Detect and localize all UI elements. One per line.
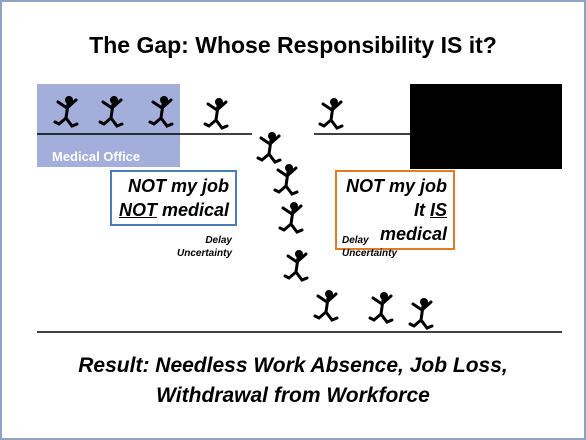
stick-figure	[370, 292, 392, 322]
left-notes: Delay Uncertainty	[152, 234, 232, 260]
stick-figure	[320, 98, 342, 128]
stick-figure	[285, 250, 307, 280]
underlined: NOT	[119, 200, 157, 220]
note: Uncertainty	[152, 247, 232, 260]
note: Delay	[152, 234, 232, 247]
text: It	[414, 200, 430, 220]
stick-figure	[275, 164, 297, 194]
left-line1: NOT my job	[118, 174, 229, 198]
note: Delay	[342, 234, 397, 247]
right-line1: NOT my job	[343, 174, 447, 198]
slide: The Gap: Whose Responsibility IS it? Med…	[0, 0, 586, 440]
office-label: Medical Office	[52, 149, 140, 164]
redacted-box	[410, 84, 562, 169]
left-line2: NOT medical	[118, 198, 229, 222]
title: The Gap: Whose Responsibility IS it?	[2, 32, 584, 59]
stick-figure	[410, 298, 432, 328]
stick-figure	[280, 202, 302, 232]
stick-figure	[205, 98, 227, 128]
stick-figure	[258, 132, 280, 162]
right-notes: Delay Uncertainty	[342, 234, 397, 260]
left-box: NOT my job NOT medical	[110, 170, 237, 226]
text: medical	[157, 200, 229, 220]
stick-figure	[315, 290, 337, 320]
result-line: Withdrawal from Workforce	[2, 384, 584, 408]
note: Uncertainty	[342, 247, 397, 260]
underlined: IS	[430, 200, 447, 220]
result-line: Result: Needless Work Absence, Job Loss,	[2, 354, 584, 378]
